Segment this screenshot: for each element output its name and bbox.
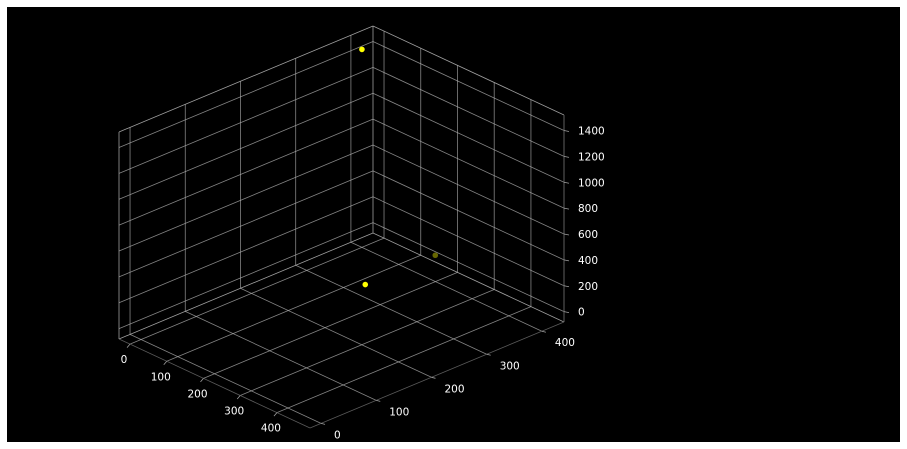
data-point	[359, 46, 365, 53]
data-point	[432, 252, 439, 259]
z-tick-mark	[563, 259, 570, 262]
grid-line-back-z	[372, 170, 565, 261]
z-tick-mark	[563, 285, 570, 288]
grid-line-floor-y	[350, 241, 543, 332]
grid-line-floor-y	[185, 310, 377, 401]
data-point	[362, 281, 369, 288]
z-tick-label: 1200	[578, 151, 605, 163]
pane-layer	[119, 26, 564, 428]
y-tick-mark	[541, 330, 547, 333]
grid-line-back-z	[372, 67, 565, 157]
grid-line-side-z	[118, 41, 374, 148]
grid-line-floor-x	[203, 272, 458, 379]
y-tick-label: 400	[555, 337, 575, 349]
y-tick-label: 0	[334, 429, 341, 441]
grid-line-floor-y	[295, 264, 487, 355]
z-tick-label: 800	[578, 203, 598, 215]
grid-line-floor-x	[276, 306, 532, 413]
z-tick-mark	[563, 207, 570, 210]
y-tick-mark	[431, 376, 436, 379]
pane-edge	[372, 25, 565, 116]
y-tick-mark	[486, 353, 491, 356]
grid-line-back-z	[372, 144, 565, 235]
grid-layer	[118, 31, 565, 424]
x-tick-mark	[200, 378, 204, 383]
x-tick-mark	[163, 360, 168, 366]
floor-pane-xy	[119, 233, 564, 428]
point-layer	[359, 46, 439, 288]
x-tick-label: 300	[224, 405, 244, 417]
axis-layer	[118, 25, 565, 429]
grid-line-back-z	[372, 196, 565, 287]
grid-line-back-z	[372, 118, 565, 209]
grid-line-side-z	[118, 222, 374, 330]
x-tick-label: 200	[187, 388, 207, 400]
grid-line-side-z	[118, 196, 374, 304]
z-tick-label: 400	[578, 255, 598, 267]
x-tick-mark	[273, 412, 278, 417]
x-tick-mark	[126, 343, 131, 348]
grid-line-side-z	[118, 92, 374, 200]
z-tick-mark	[563, 233, 570, 236]
z-tick-mark	[563, 181, 570, 184]
grid-line-back-z	[372, 41, 565, 131]
grid-line-side-z	[118, 170, 374, 278]
y-tick-mark	[320, 423, 326, 425]
grid-line-floor-y	[240, 287, 432, 378]
y-tick-label: 300	[500, 360, 520, 372]
side-pane-yz	[119, 26, 373, 339]
pane-edge	[372, 232, 565, 323]
z-tick-mark	[563, 156, 570, 158]
x-axis-line	[118, 338, 311, 429]
y-axis-line	[309, 321, 565, 429]
x-tick-mark	[236, 395, 241, 400]
y-tick-mark	[376, 399, 381, 402]
y-tick-label: 200	[444, 383, 464, 395]
grid-line-floor-x	[166, 254, 421, 362]
grid-line-floor-y	[129, 334, 322, 424]
x-tick-label: 400	[261, 423, 281, 435]
grid-line-side-z	[118, 144, 374, 252]
pane-edge	[118, 232, 374, 340]
x-tick-label: 0	[121, 354, 128, 366]
z-tick-label: 1400	[578, 126, 605, 138]
grid-line-side-z	[118, 67, 374, 174]
grid-line-back-z	[372, 92, 565, 183]
grid-line-side-z	[118, 118, 374, 226]
z-tick-label: 1000	[578, 177, 605, 189]
pane-edge	[118, 25, 374, 133]
z-tick-label: 200	[578, 281, 598, 293]
x-tick-label: 100	[151, 371, 171, 383]
z-tick-label: 600	[578, 229, 598, 241]
tick-layer: 0 100 200 300 400 0 100 200 300 400 0 200 400 600 800 1…	[121, 126, 605, 442]
plot-3d-scatter: 0 100 200 300 400 0 100 200 300 400 0 200 400 600 800 1…	[7, 7, 900, 442]
grid-line-back-z	[372, 222, 565, 313]
z-tick-label: 0	[578, 307, 585, 319]
z-tick-mark	[563, 130, 570, 132]
y-tick-label: 100	[389, 406, 409, 418]
grid-line-floor-x	[240, 289, 495, 396]
z-tick-mark	[563, 311, 570, 314]
grid-line-floor-x	[129, 237, 385, 345]
